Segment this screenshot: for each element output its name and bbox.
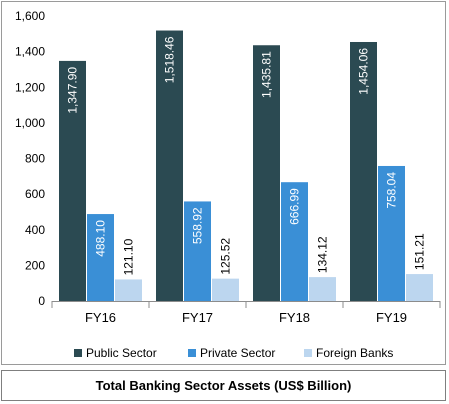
y-tick-label: 800 (25, 152, 45, 166)
legend-swatch (74, 349, 82, 357)
x-tick-label: FY19 (376, 310, 407, 325)
chart-caption: Total Banking Sector Assets (US$ Billion… (95, 378, 352, 393)
chart-caption-box: Total Banking Sector Assets (US$ Billion… (1, 370, 446, 401)
data-label: 1,518.46 (163, 36, 177, 83)
data-label: 488.10 (94, 220, 108, 257)
data-label: 134.12 (316, 236, 330, 273)
x-tick-label: FY17 (182, 310, 213, 325)
bar-foreign-banks (309, 277, 336, 301)
data-label: 151.21 (413, 233, 427, 270)
bar-foreign-banks (115, 279, 142, 301)
legend-swatch (304, 349, 312, 357)
bar-private-sector (184, 201, 211, 301)
bar-private-sector (281, 182, 308, 301)
legend-label: Public Sector (86, 346, 157, 360)
data-label: 758.04 (385, 172, 399, 209)
legend-swatch (188, 349, 196, 357)
y-tick-label: 1,000 (15, 116, 45, 130)
bar-foreign-banks (212, 278, 239, 301)
data-label: 558.92 (191, 207, 205, 244)
chart-frame: 0 200 400 600 800 1,000 1,200 1,400 1,600 1,347.9… (1, 1, 446, 365)
bar-public-sector (253, 45, 280, 302)
legend-label: Private Sector (200, 346, 275, 360)
y-tick-label: 400 (25, 223, 45, 237)
bar-private-sector (378, 165, 405, 301)
bar-public-sector (156, 30, 183, 301)
data-label: 1,435.81 (260, 51, 274, 98)
y-tick-label: 1,200 (15, 80, 45, 94)
data-label: 666.99 (288, 188, 302, 225)
bar-private-sector (87, 214, 114, 301)
y-tick-label: 1,400 (15, 45, 45, 59)
legend-label: Foreign Banks (316, 346, 393, 360)
bar-foreign-banks (406, 274, 433, 301)
data-label: 125.52 (219, 238, 233, 275)
y-tick-label: 200 (25, 258, 45, 272)
bar-public-sector (350, 41, 377, 301)
y-tick-label: 0 (38, 294, 45, 308)
bar-chart: 0 200 400 600 800 1,000 1,200 1,400 1,600 1,347.9… (15, 9, 441, 360)
x-tick-label: FY18 (279, 310, 310, 325)
data-label: 1,454.06 (357, 48, 371, 95)
bar-public-sector (59, 60, 86, 302)
data-label: 1,347.90 (66, 67, 80, 114)
data-label: 121.10 (122, 238, 136, 275)
y-tick-label: 600 (25, 187, 45, 201)
x-tick-label: FY16 (85, 310, 116, 325)
y-tick-label: 1,600 (15, 9, 45, 23)
